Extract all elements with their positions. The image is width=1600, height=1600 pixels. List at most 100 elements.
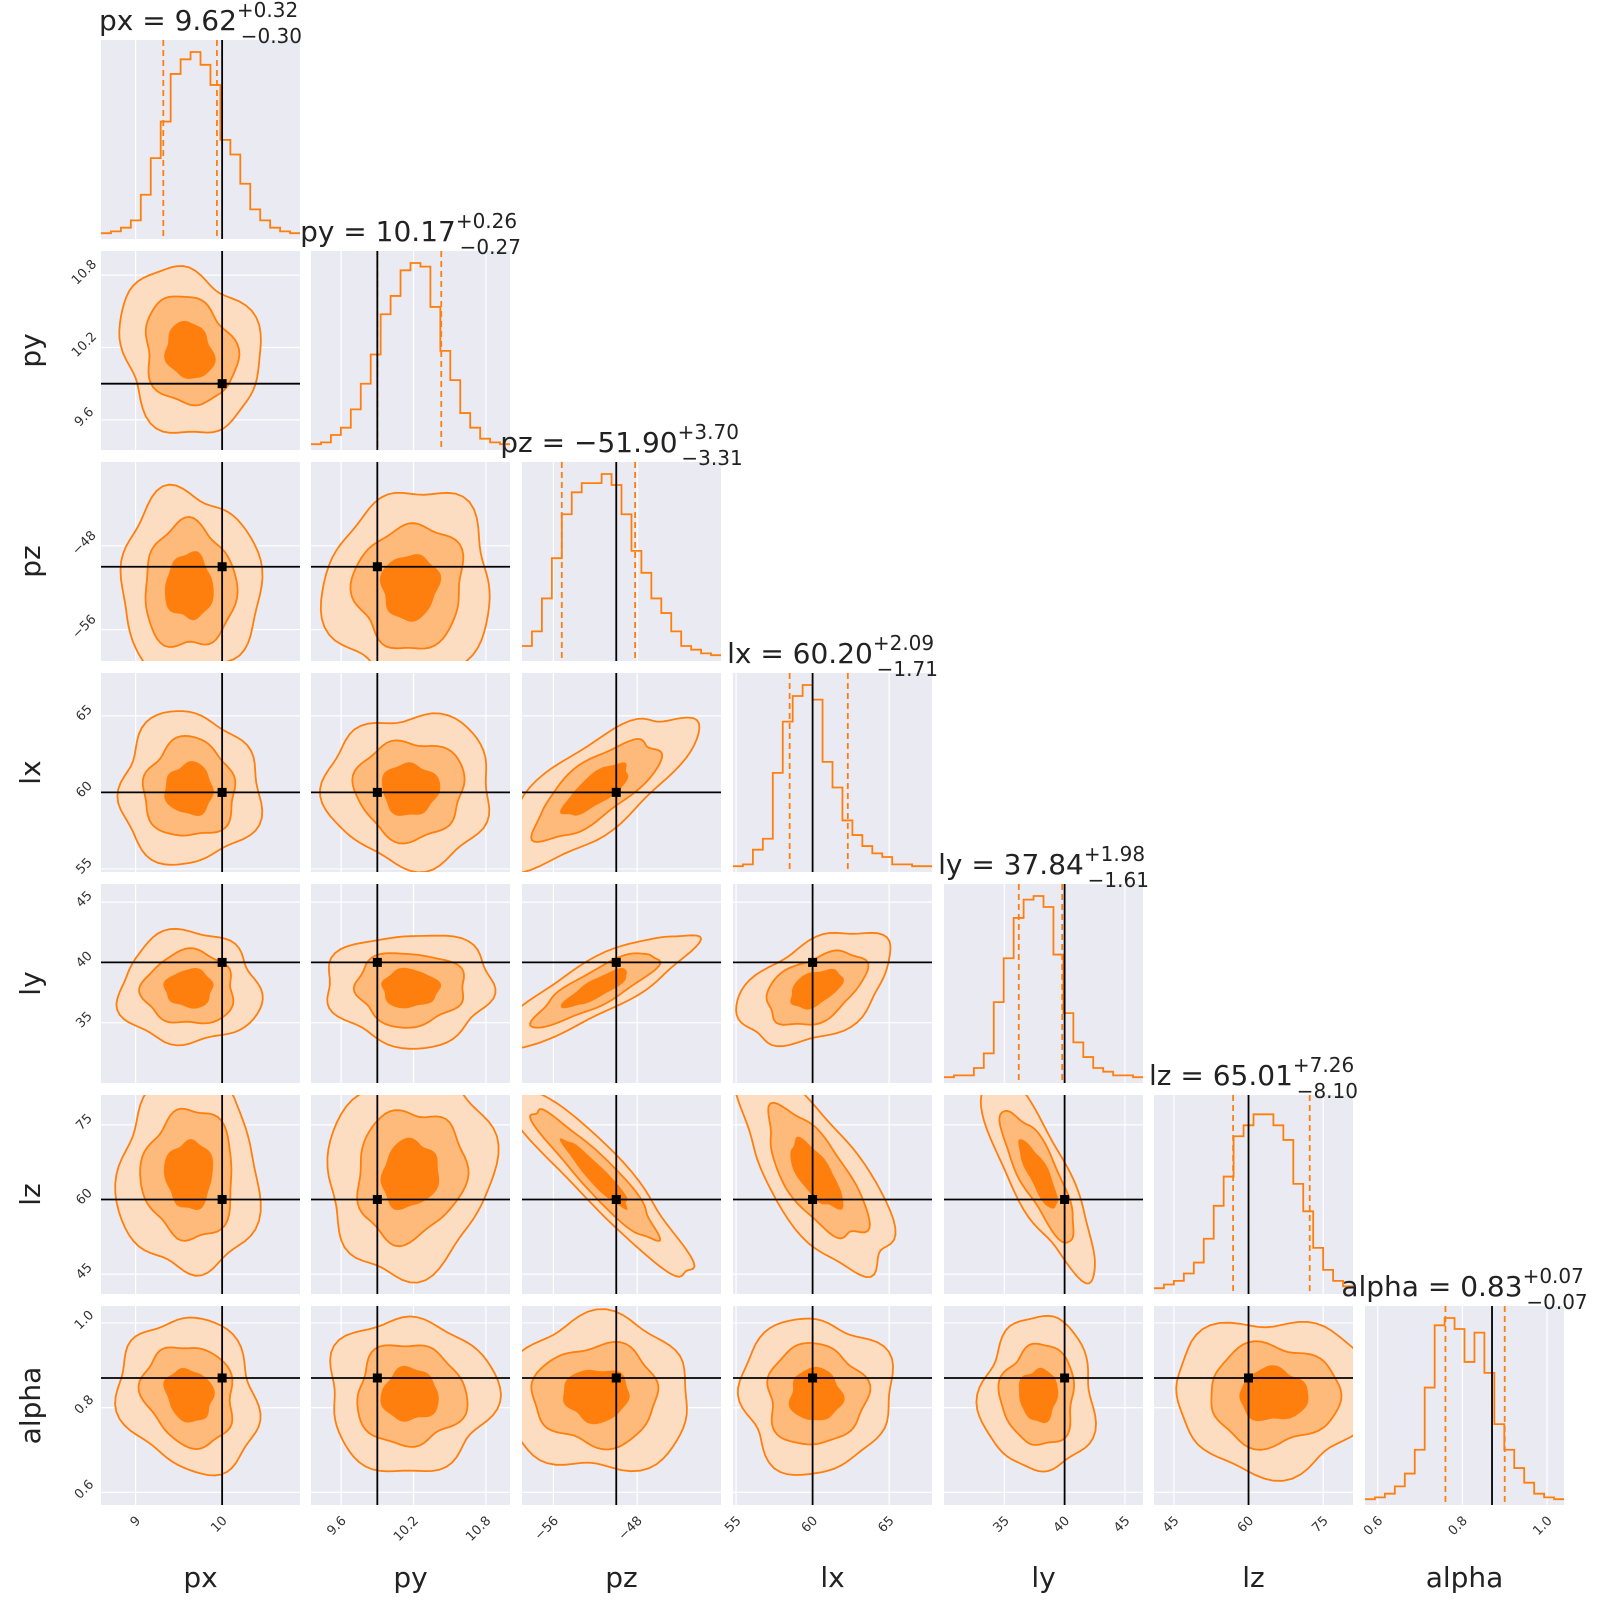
axis-label-x-px: px <box>183 1561 217 1594</box>
truth-marker <box>372 562 382 572</box>
contour-level-3 <box>380 1365 439 1422</box>
tick-label-x-py: 9.6 <box>324 1514 349 1539</box>
truth-marker <box>217 787 227 797</box>
tick-label-y-alpha: 1.0 <box>72 1308 97 1333</box>
panel-lx-vs-pz <box>522 673 721 872</box>
panel-pz-vs-pz <box>522 462 721 661</box>
panel-background <box>944 884 1143 1083</box>
panel-content <box>101 1306 300 1505</box>
tick-label-x-py: 10.8 <box>463 1514 494 1545</box>
truth-marker <box>808 1373 818 1383</box>
panel-content <box>1154 1306 1353 1505</box>
histogram-ly <box>944 895 1143 1079</box>
panel-content <box>101 673 300 872</box>
panel-content <box>944 1095 1143 1294</box>
tick-label-x-lx: 65 <box>875 1514 897 1536</box>
contour-level-3 <box>164 761 214 816</box>
contour-level-3 <box>380 1137 440 1211</box>
axis-label-y-alpha: alpha <box>14 1367 47 1445</box>
title-pz: pz = −51.90+3.70 −3.31 <box>500 420 742 470</box>
tick-label-x-alpha: 1.0 <box>1530 1514 1555 1539</box>
contour-level-3 <box>381 762 441 816</box>
panel-lz-vs-lx <box>733 1095 932 1294</box>
contour-level-3 <box>560 762 629 816</box>
panel-content <box>101 1095 300 1294</box>
tick-label-x-px: 10 <box>208 1514 230 1536</box>
contour-level-3 <box>164 320 216 379</box>
panel-pz-vs-py <box>311 462 510 661</box>
contour-level-3 <box>1239 1365 1309 1422</box>
contour-level-3 <box>1018 1367 1059 1424</box>
tick-label-y-py: 9.6 <box>72 405 97 430</box>
tick-label-y-py: 10.8 <box>69 257 100 288</box>
truth-marker <box>217 957 227 967</box>
panel-lz-vs-ly <box>944 1095 1143 1294</box>
axis-label-y-ly: ly <box>14 971 47 995</box>
truth-marker <box>611 1194 621 1204</box>
tick-label-y-lx: 65 <box>73 702 95 724</box>
panel-ly-vs-pz <box>522 884 721 1083</box>
truth-marker <box>372 957 382 967</box>
panel-content <box>101 251 300 450</box>
truth-marker <box>217 562 227 572</box>
panel-py-vs-px <box>101 251 300 450</box>
contour-level-3 <box>790 1136 844 1210</box>
panel-background <box>101 40 300 239</box>
contour-level-3 <box>790 968 844 1010</box>
axis-label-y-lz: lz <box>14 1183 47 1205</box>
truth-marker <box>1060 1194 1070 1204</box>
title-ly: ly = 37.84+1.98 −1.61 <box>938 842 1149 892</box>
panel-lx-vs-py <box>311 673 510 872</box>
axis-label-x-ly: ly <box>1031 1561 1055 1594</box>
contour-level-3 <box>163 1139 214 1210</box>
tick-label-y-ly: 35 <box>73 1009 95 1031</box>
panel-ly-vs-py <box>311 884 510 1083</box>
panel-lz-vs-pz <box>522 1095 721 1294</box>
axis-label-x-pz: pz <box>605 1561 637 1594</box>
title-lx: lx = 60.20+2.09 −1.71 <box>727 631 938 681</box>
axis-label-x-lz: lz <box>1242 1561 1264 1594</box>
contour-level-3 <box>379 554 442 622</box>
truth-marker <box>808 1194 818 1204</box>
tick-label-y-ly: 40 <box>73 949 95 971</box>
panel-content <box>944 884 1143 1083</box>
panel-content <box>733 884 932 1083</box>
tick-label-y-pz: −56 <box>70 612 100 642</box>
histogram-py <box>311 262 510 446</box>
panel-content <box>522 884 721 1083</box>
tick-label-y-ly: 45 <box>73 888 95 910</box>
tick-label-x-pz: −48 <box>616 1514 646 1544</box>
panel-content <box>101 462 300 661</box>
panel-background <box>311 251 510 450</box>
tick-label-y-lx: 60 <box>73 779 95 801</box>
truth-marker <box>217 1373 227 1383</box>
tick-label-x-px: 9 <box>128 1514 144 1530</box>
panel-content <box>522 1306 721 1505</box>
panel-content <box>733 673 932 872</box>
axis-label-x-lx: lx <box>820 1561 844 1594</box>
panel-alpha-vs-px <box>101 1306 300 1505</box>
truth-marker <box>372 787 382 797</box>
title-py: py = 10.17+0.26 −0.27 <box>300 209 521 259</box>
axis-label-y-lx: lx <box>14 760 47 784</box>
panel-px-vs-px <box>101 40 300 239</box>
panel-lx-vs-px <box>101 673 300 872</box>
truth-marker <box>1244 1373 1254 1383</box>
panel-alpha-vs-py <box>311 1306 510 1505</box>
panel-background <box>1154 1095 1353 1294</box>
truth-marker <box>217 379 227 389</box>
panel-ly-vs-px <box>101 884 300 1083</box>
tick-label-x-py: 10.2 <box>391 1514 422 1545</box>
tick-label-y-lz: 45 <box>73 1260 95 1282</box>
truth-marker <box>611 1373 621 1383</box>
tick-label-x-ly: 40 <box>1051 1514 1073 1536</box>
histogram-alpha <box>1365 1317 1564 1501</box>
tick-label-x-ly: 45 <box>1111 1514 1133 1536</box>
panel-alpha-vs-pz <box>522 1306 721 1505</box>
tick-label-y-lz: 75 <box>73 1111 95 1133</box>
truth-marker <box>1060 1373 1070 1383</box>
tick-label-x-alpha: 0.8 <box>1446 1514 1471 1539</box>
panel-alpha-vs-lx <box>733 1306 932 1505</box>
tick-label-x-lz: 75 <box>1309 1514 1331 1536</box>
